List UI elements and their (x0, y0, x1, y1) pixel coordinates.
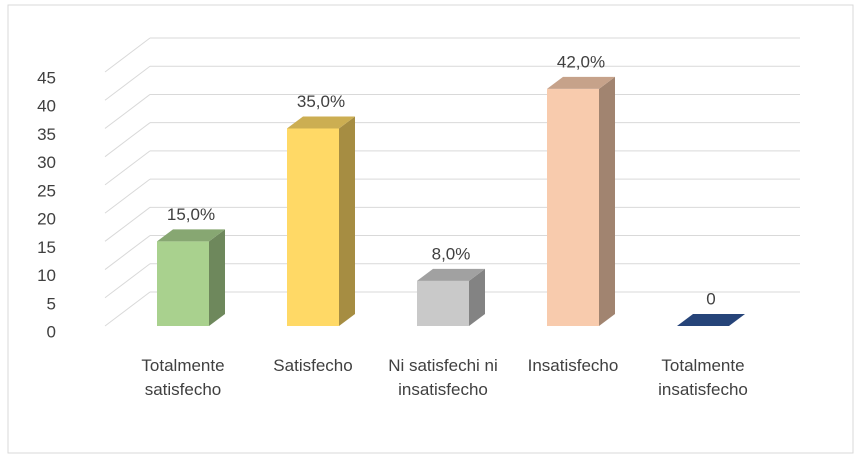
grid-line-side (104, 94, 151, 129)
value-label: 15,0% (167, 205, 215, 224)
grid-line-side (104, 263, 151, 299)
bar-top (677, 314, 745, 326)
value-label: 8,0% (432, 244, 471, 263)
y-tick-label: 20 (37, 210, 56, 229)
x-tick-label: Totalmente satisfecho (141, 356, 225, 399)
bar-top (547, 76, 615, 89)
x-tick-label-box: Totalmente insatisfecho (658, 356, 748, 399)
y-tick-label: 25 (37, 181, 56, 200)
x-tick-label: Insatisfecho (527, 356, 619, 375)
bar-front (157, 241, 209, 326)
bar-front (287, 128, 339, 326)
value-label: 35,0% (297, 92, 345, 111)
bar-side (339, 116, 355, 326)
y-tick-label: 45 (37, 68, 56, 87)
bar-side (599, 76, 615, 326)
x-tick-label-box: Satisfecho (273, 356, 353, 375)
bar-side (209, 229, 225, 326)
x-tick-label-box: Totalmente satisfecho (141, 356, 225, 399)
x-tick-label: Satisfecho (273, 356, 353, 375)
grid-line-side (104, 150, 151, 186)
grid-line-side (104, 122, 151, 158)
y-tick-label: 5 (47, 294, 56, 313)
grid-line-side (104, 291, 151, 327)
grid-line-side (104, 65, 151, 101)
value-label: 0 (706, 289, 715, 308)
bar-front (547, 88, 599, 326)
x-tick-label-box: Ni satisfechi ni insatisfecho (388, 356, 498, 399)
y-tick-label: 10 (37, 266, 56, 285)
bar-side (469, 268, 485, 326)
bar-front (417, 280, 469, 326)
y-tick-label: 15 (37, 238, 56, 257)
y-tick-label: 35 (37, 125, 56, 144)
x-tick-label: Totalmente insatisfecho (658, 356, 748, 399)
grid-line-side (104, 37, 151, 73)
x-tick-label: Ni satisfechi ni insatisfecho (388, 356, 498, 399)
y-tick-label: 30 (37, 153, 56, 172)
bar-top (287, 116, 355, 129)
chart-frame (7, 4, 854, 454)
y-tick-label: 0 (47, 322, 56, 341)
bar-top (417, 268, 485, 281)
grid-line-side (104, 235, 151, 270)
grid-line-side (104, 178, 151, 214)
grid-line-side (104, 206, 151, 242)
x-tick-label-box: Insatisfecho (527, 356, 619, 375)
bar-top (157, 229, 225, 242)
y-tick-label: 40 (37, 97, 56, 116)
value-label: 42,0% (557, 52, 605, 71)
